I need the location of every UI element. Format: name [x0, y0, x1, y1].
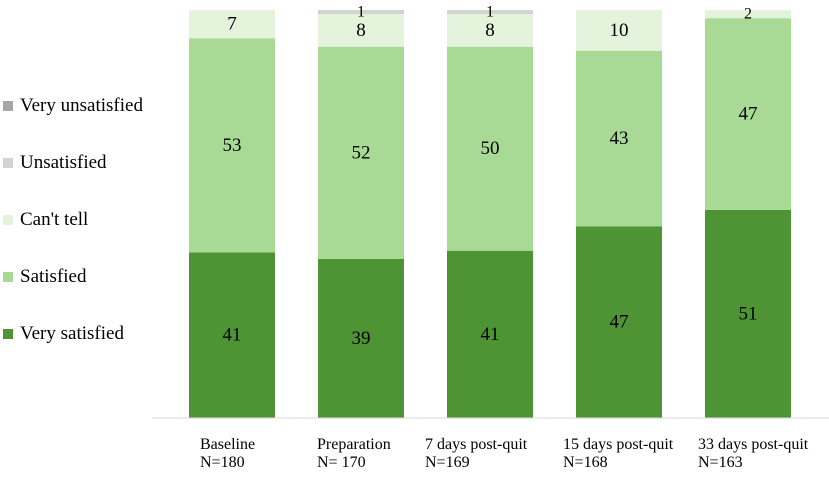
data-label-7-days-post-quit-very-satisfied: 41 — [481, 324, 500, 345]
data-label-preparation-can-t-tell: 8 — [356, 20, 366, 41]
bar-baseline-can-t-tell — [189, 10, 275, 39]
bar-15-days-post-quit-very-satisfied — [576, 226, 662, 418]
data-label-7-days-post-quit-can-t-tell: 8 — [485, 20, 495, 41]
x-tick-label-7-days-post-quit: 7 days post-quit N=169 — [425, 436, 575, 472]
x-tick-sample-size: N=169 — [425, 454, 470, 471]
bar-7-days-post-quit-very-satisfied — [447, 250, 533, 418]
data-label-15-days-post-quit-satisfied: 43 — [610, 128, 629, 149]
data-label-preparation-satisfied: 52 — [352, 142, 371, 163]
data-label-33-days-post-quit-satisfied: 47 — [739, 104, 758, 125]
bar-15-days-post-quit-satisfied — [576, 50, 662, 227]
x-tick-label-preparation: Preparation N= 170 — [317, 436, 467, 472]
x-tick-sample-size: N=180 — [200, 454, 245, 471]
bar-15-days-post-quit-can-t-tell — [576, 10, 662, 51]
x-tick-label-baseline: Baseline N=180 — [200, 436, 350, 472]
data-label-preparation-very-satisfied: 39 — [352, 328, 371, 349]
bar-33-days-post-quit-satisfied — [705, 18, 791, 210]
x-tick-sample-size: N= 170 — [317, 454, 366, 471]
bar-33-days-post-quit-very-satisfied — [705, 209, 791, 418]
data-label-baseline-very-satisfied: 41 — [223, 325, 242, 346]
x-tick-category: 15 days post-quit — [563, 436, 674, 453]
bar-7-days-post-quit-can-t-tell — [447, 14, 533, 47]
bar-7-days-post-quit-satisfied — [447, 46, 533, 251]
bar-preparation-can-t-tell — [318, 14, 404, 47]
x-tick-sample-size: N=163 — [698, 454, 743, 471]
x-tick-category: Baseline — [200, 436, 256, 453]
data-label-15-days-post-quit-can-t-tell: 10 — [610, 20, 629, 41]
bar-preparation-very-satisfied — [318, 258, 404, 418]
bar-33-days-post-quit-can-t-tell — [705, 10, 791, 19]
data-label-7-days-post-quit-unsatisfied: 1 — [486, 4, 494, 21]
x-tick-label-33-days-post-quit: 33 days post-quit N=163 — [698, 436, 829, 472]
data-label-7-days-post-quit-satisfied: 50 — [481, 138, 500, 159]
bar-preparation-satisfied — [318, 46, 404, 259]
data-label-33-days-post-quit-very-satisfied: 51 — [739, 303, 758, 324]
x-tick-category: 7 days post-quit — [425, 436, 528, 453]
x-tick-label-15-days-post-quit: 15 days post-quit N=168 — [563, 436, 713, 472]
x-tick-category: Preparation — [317, 436, 391, 453]
data-label-baseline-can-t-tell: 7 — [227, 14, 237, 35]
bars-group — [189, 10, 791, 418]
x-tick-sample-size: N=168 — [563, 454, 608, 471]
data-label-33-days-post-quit-can-t-tell: 2 — [744, 6, 752, 23]
bar-7-days-post-quit-unsatisfied — [447, 10, 533, 15]
bar-preparation-unsatisfied — [318, 10, 404, 15]
x-tick-category: 33 days post-quit — [698, 436, 809, 453]
bar-baseline-very-satisfied — [189, 252, 275, 418]
data-label-baseline-satisfied: 53 — [223, 135, 242, 156]
bar-baseline-satisfied — [189, 38, 275, 253]
data-label-preparation-unsatisfied: 1 — [357, 4, 365, 21]
data-label-15-days-post-quit-very-satisfied: 47 — [610, 312, 629, 333]
